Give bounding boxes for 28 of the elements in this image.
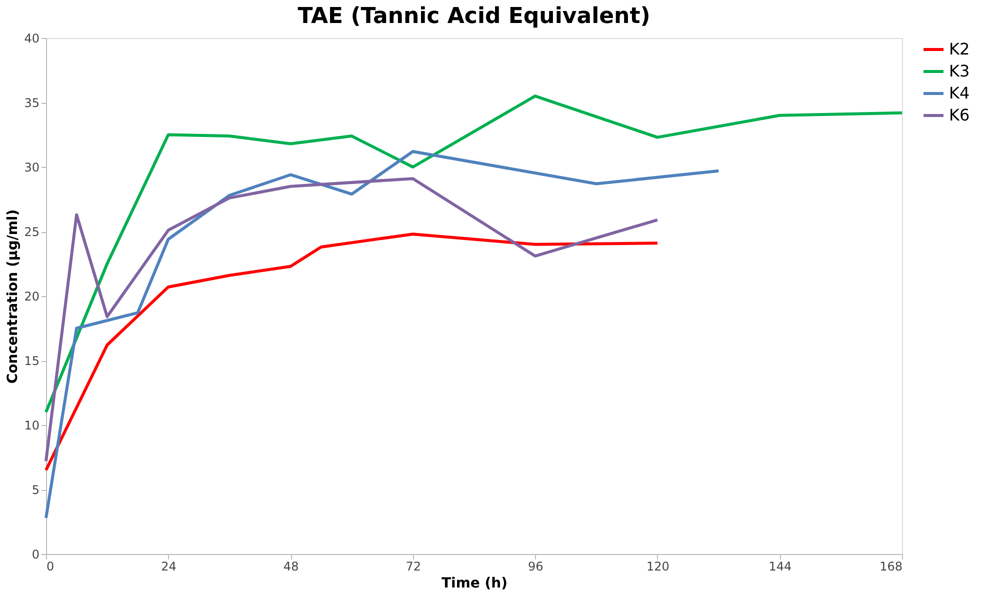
- legend-label: K3: [949, 62, 970, 80]
- x-tick-label: 120: [646, 560, 670, 574]
- chart-title: TAE (Tannic Acid Equivalent): [298, 4, 650, 29]
- y-tick-label: 30: [24, 160, 40, 174]
- legend-label: K6: [949, 106, 970, 124]
- legend-label: K4: [949, 84, 970, 102]
- y-tick-label: 0: [32, 548, 40, 562]
- x-tick-label: 96: [528, 560, 544, 574]
- y-tick-label: 10: [24, 418, 40, 432]
- line-series: [44, 232, 659, 472]
- line-series: [44, 94, 904, 414]
- y-tick-label: 35: [24, 96, 40, 110]
- y-axis-title: Concentration (µg/ml): [5, 209, 22, 384]
- legend-label: K2: [949, 40, 970, 58]
- y-tick-label: 5: [32, 483, 40, 497]
- y-tick-label: 20: [24, 290, 40, 304]
- x-tick-label: 72: [406, 560, 421, 574]
- y-tick-label: 40: [24, 32, 40, 46]
- line-series: [44, 177, 659, 463]
- line-series: [44, 150, 720, 520]
- x-tick-label: 168: [880, 560, 902, 574]
- x-tick-label: 0: [46, 560, 54, 574]
- x-tick-label: 48: [283, 560, 299, 574]
- x-tick-label: 24: [161, 560, 176, 574]
- x-tick-label: 144: [768, 560, 792, 574]
- x-axis-title: Time (h): [441, 576, 508, 592]
- y-tick-label: 15: [24, 354, 40, 368]
- y-tick-label: 25: [24, 225, 40, 239]
